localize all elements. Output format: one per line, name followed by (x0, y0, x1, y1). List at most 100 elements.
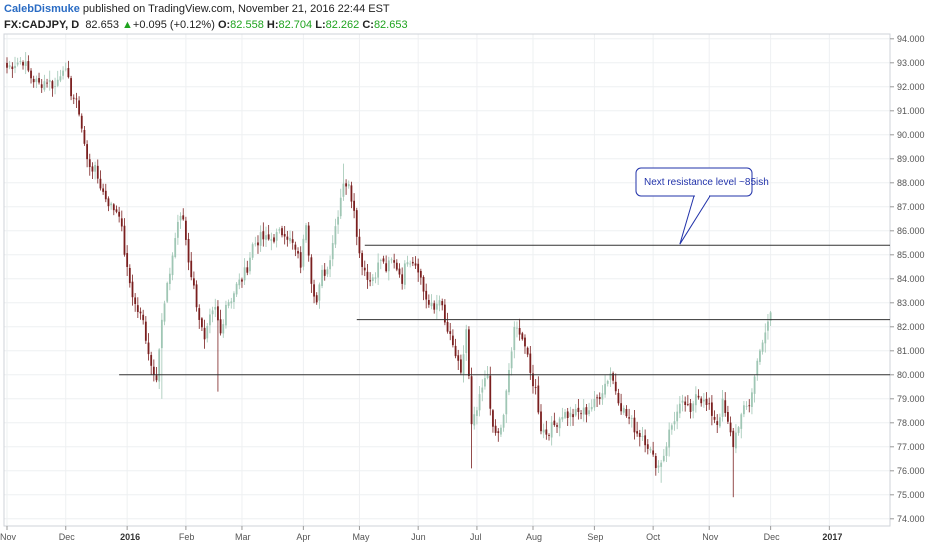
candle-body (585, 407, 588, 415)
candle-body (342, 183, 345, 197)
x-tick-label: Sep (587, 532, 603, 542)
x-tick-label: Aug (526, 532, 542, 542)
candle-body (700, 398, 703, 404)
candle-body (630, 417, 633, 419)
candle-body (403, 263, 406, 285)
candle-body (686, 404, 689, 405)
ohlc-legend: FX:CADJPY, D 82.653 ▲+0.095 (+0.12%) O:8… (4, 19, 408, 31)
candle-body (366, 271, 369, 280)
candle-body (697, 395, 700, 398)
candle-body (476, 410, 478, 416)
candle-body (540, 411, 542, 432)
price-axis[interactable]: 74.000 75.000 76.000 77.000 78.000 79.000 80.0… (890, 34, 925, 524)
candle-body (521, 333, 524, 340)
candle-body (409, 263, 412, 265)
candle-body (128, 267, 131, 284)
candle-body (358, 236, 361, 254)
candle-body (104, 190, 107, 200)
candle-body (732, 430, 735, 448)
close-label: C: (362, 19, 374, 31)
y-tick-label: 85.000 (897, 250, 925, 260)
open-label: O: (217, 19, 231, 31)
resistance-annotation[interactable]: Next resistance level ~85ish (635, 167, 769, 245)
candle-body (155, 375, 158, 381)
candle-body (636, 431, 639, 434)
candle-body (334, 226, 337, 245)
candle-body (377, 262, 380, 278)
candle-body (753, 376, 756, 394)
candle-body (134, 297, 137, 304)
candle-body (385, 263, 388, 272)
candle-body (115, 209, 118, 212)
candle-body (70, 78, 72, 97)
candle-body (80, 115, 83, 129)
candle-body (345, 183, 347, 187)
callout-pointer (679, 195, 711, 245)
candle-body (257, 242, 259, 246)
candle-body (369, 280, 372, 282)
candle-body (118, 211, 121, 217)
candle-body (486, 375, 489, 379)
high-value: 82.704 (278, 19, 313, 31)
candle-body (83, 129, 86, 144)
candle-body (513, 327, 516, 351)
y-tick-label: 86.000 (897, 226, 925, 236)
candle-body (249, 257, 251, 272)
candle-body (193, 278, 195, 286)
candle-body (371, 277, 374, 282)
candle-body (99, 178, 102, 189)
candle-body (443, 304, 446, 323)
candle-body (596, 397, 598, 399)
candle-body (217, 306, 219, 321)
candle-body (529, 353, 532, 373)
horizontal-levels[interactable] (119, 244, 890, 376)
candle-body (46, 82, 48, 84)
candle-body (313, 284, 315, 297)
candle-body (694, 394, 697, 406)
candle-body (502, 414, 505, 428)
low-label: L: (315, 19, 326, 31)
x-tick-label: May (352, 532, 370, 542)
time-axis[interactable]: Nov Dec 2016 Feb Mar Apr May Jun Jul Aug Sep Oct Nov… (0, 526, 842, 542)
candle-body (286, 236, 289, 240)
candle-body (259, 232, 262, 246)
candle-body (326, 269, 329, 275)
candle-body (294, 244, 297, 250)
candle-body (590, 406, 593, 410)
candle-body (166, 282, 169, 302)
x-tick-label: Nov (0, 532, 17, 542)
candle-body (606, 380, 609, 384)
publish-info: published on TradingView.com, November 2… (79, 3, 390, 15)
candle-body (126, 253, 129, 267)
candle-body (67, 68, 70, 78)
candle-body (684, 401, 687, 406)
candle-body (462, 354, 465, 375)
candle-body (78, 100, 80, 115)
y-tick-label: 83.000 (897, 298, 925, 308)
candle-body (209, 314, 211, 326)
candle-body (110, 203, 113, 206)
candle-body (86, 144, 88, 160)
candle-body (724, 400, 727, 413)
y-tick-label: 91.000 (897, 106, 925, 116)
candle-body (497, 431, 500, 433)
candle-body (550, 422, 553, 438)
candle-body (225, 304, 227, 326)
candle-body (662, 455, 665, 462)
candle-body (756, 360, 759, 375)
candle-body (107, 198, 110, 207)
candle-body (721, 398, 724, 417)
candle-body (524, 337, 526, 347)
candle-body (745, 405, 748, 407)
candle-body (24, 61, 27, 67)
y-tick-label: 93.000 (897, 58, 925, 68)
candle-body (233, 293, 235, 302)
callout-box[interactable] (635, 167, 753, 197)
author-link[interactable]: CalebDismuke (4, 3, 80, 15)
candle-body (574, 409, 577, 416)
candle-body (564, 412, 566, 418)
y-tick-label: 76.000 (897, 466, 925, 476)
candle-body (556, 425, 558, 427)
candle-body (64, 68, 67, 70)
